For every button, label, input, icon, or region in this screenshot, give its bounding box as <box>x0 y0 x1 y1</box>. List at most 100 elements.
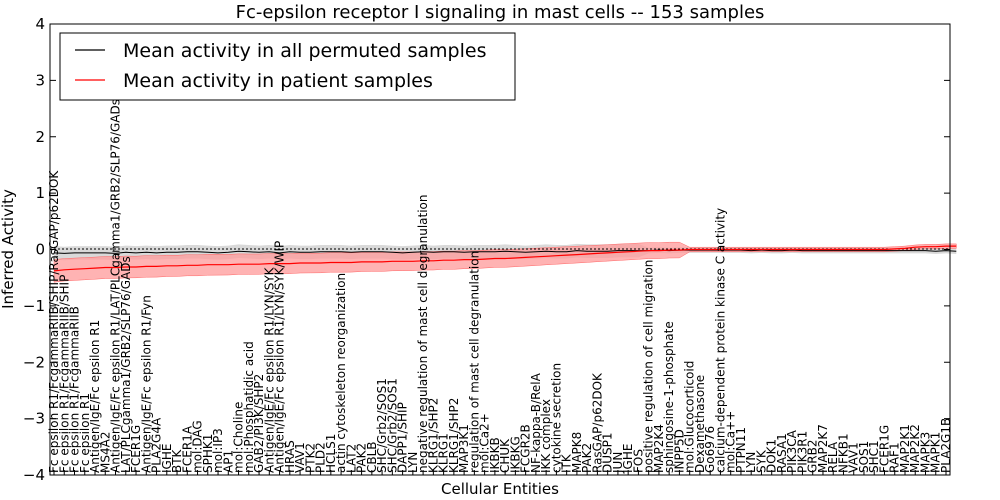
chart-title: Fc-epsilon receptor I signaling in mast … <box>236 2 765 23</box>
x-tick-label: cytokine secretion <box>549 363 563 473</box>
x-tick-label: HRAS <box>283 440 297 473</box>
x-tick-label: negative regulation of mast cell degranu… <box>416 194 430 473</box>
x-tick-label: AP1 <box>221 450 235 473</box>
y-tick-label: 4 <box>35 15 45 33</box>
line-patient <box>53 245 957 272</box>
x-tick-label: VAV1 <box>293 442 307 473</box>
x-tick-label: mol:Glucocorticoid <box>683 361 697 473</box>
x-tick-label: GAB2/PI3K/SHP2 <box>252 374 266 473</box>
y-tick-label: −3 <box>23 410 45 428</box>
x-tick-label: LYN <box>406 452 420 473</box>
x-tick-label: DOK1 <box>765 439 779 473</box>
x-tick-label: KLRG1/SHP2 <box>447 398 461 473</box>
x-tick-label: SOS1 <box>857 441 871 473</box>
x-tick-label: CBLB <box>365 441 379 473</box>
x-tick-label: Antigen/IgE/Fc epsilon R1/LAT/PLCgamma1/… <box>109 99 123 473</box>
x-tick-label: FCGR2B <box>519 424 533 473</box>
x-tick-label: SHC/Grb2/SOS1 <box>375 378 389 473</box>
x-tick-label: actin cytoskeleton reorganization <box>334 273 348 473</box>
x-tick-label: PLD2 <box>314 442 328 473</box>
x-tick-label: VAV1 <box>847 442 861 473</box>
y-tick-label: 1 <box>35 184 45 202</box>
x-tick-label: PIK3CA <box>785 429 799 473</box>
x-tick-label: GRB2 <box>806 439 820 473</box>
x-tick-label: PIK3R1 <box>796 431 810 473</box>
x-tick-label: KLRG1 <box>437 433 451 473</box>
legend-label-permuted: Mean activity in all permuted samples <box>123 40 486 62</box>
x-tick-label: DAPP1/SHIP <box>396 402 410 473</box>
x-tick-label: MAPK3 <box>919 432 933 473</box>
x-tick-label: RasGAP/p62DOK <box>590 372 604 473</box>
x-tick-label: PAK2 <box>580 443 594 473</box>
x-tick-label: MAP2K4 <box>652 424 666 473</box>
x-tick-label: IKBKG <box>508 436 522 473</box>
x-tick-label: MAP2K2 <box>908 424 922 473</box>
x-tick-label: PLA2G4A <box>150 417 164 473</box>
y-tick-label: 0 <box>35 241 45 259</box>
x-tick-label: IKK complex <box>539 399 553 473</box>
x-tick-label: Fc epsilon R1/FcgammaRIIB <box>68 306 82 473</box>
x-tick-label: IKBKB <box>488 437 502 473</box>
x-tick-label: FCER1G <box>878 425 892 473</box>
x-tick-label: IGHE <box>160 444 174 473</box>
plot-frame <box>49 23 951 476</box>
x-tick-label: PLA2G1B <box>939 418 953 473</box>
x-tick-label: sphingosine-1-phosphate <box>662 321 676 473</box>
x-tick-label: IGHE <box>621 444 635 473</box>
y-tick-label: −2 <box>23 353 45 371</box>
x-tick-label: SHC/Grb2/SOS1 <box>385 378 399 473</box>
x-tick-label: LAT2 <box>344 444 358 473</box>
x-tick-label: FCER1A <box>180 425 194 473</box>
x-tick-label: MAP2K7 <box>816 424 830 473</box>
legend: Mean activity in all permuted samples Me… <box>59 32 516 101</box>
x-tick-label: DUSP1 <box>601 432 615 473</box>
x-tick-label: PTK2 <box>303 443 317 473</box>
x-tick-label: KLRG1/SHP2 <box>426 398 440 473</box>
x-tick-label: mol:Ca++ <box>724 411 738 473</box>
x-tick-label: SHC1 <box>867 440 881 473</box>
x-tick-label: mol:Choline <box>232 402 246 473</box>
x-tick-label: ITK <box>560 453 574 473</box>
legend-label-patient: Mean activity in patient samples <box>123 70 433 92</box>
y-tick-label: −4 <box>23 466 45 484</box>
x-tick-label: SPHK1 <box>201 434 215 473</box>
x-tick-label: LYN <box>744 452 758 473</box>
x-tick-label: MAPK1 <box>929 432 943 473</box>
x-tick-label: MS4A2 <box>98 432 112 473</box>
x-tick-label: INPP5D <box>672 429 686 473</box>
x-tick-label: LAT/PLCgamma1/GRB2/SLP76/GADs <box>119 256 133 473</box>
line-permuted <box>53 249 957 254</box>
x-tick-label: mol:Phosphatidic acid <box>242 341 256 473</box>
x-tick-label: regulation of mast cell degranulation <box>467 251 481 473</box>
x-tick-label: calcium-dependent protein kinase C activ… <box>713 208 727 473</box>
x-tick-label: Antigen/IgE/Fc epsilon R1 <box>88 320 102 473</box>
x-tick-label: Antigen/IgE/Fc epsilon R1/LYN/SYK <box>262 266 276 473</box>
x-tick-label: BTK <box>170 448 184 473</box>
x-tick-label: FOS <box>631 449 645 473</box>
x-tick-label: JUN <box>611 452 625 474</box>
legend-box <box>59 32 516 101</box>
x-tick-label: NFKB1 <box>837 433 851 473</box>
x-tick-label: Fc epsilon R1 <box>78 393 92 473</box>
y-tick-label: 2 <box>35 128 45 146</box>
x-tick-label: RAF1 <box>888 442 902 473</box>
x-tick-label: mol:DAG <box>191 420 205 473</box>
x-tick-label: MAPK8 <box>570 432 584 473</box>
x-tick-label: positive regulation of cell migration <box>642 260 656 473</box>
x-tick-label: MAP2K1 <box>898 424 912 473</box>
x-tick-label: RASA1 <box>775 433 789 473</box>
x-tick-label: CHUK <box>498 438 512 473</box>
x-tick-label: mol:IP3 <box>211 428 225 473</box>
y-axis-label: Inferred Activity <box>0 189 17 309</box>
x-tick-label: PTPN11 <box>734 427 748 473</box>
x-tick-label: mol:Ca2+ <box>478 413 492 473</box>
x-tick-label: Fc epsilon R1/FcgammaRIIB/SHIP <box>57 275 71 473</box>
x-tick-label: Antigen/IgE/Fc epsilon R1/LYN/SYK/WIP <box>273 241 287 473</box>
x-tick-label: Antigen/IgE/Fc epsilon R1/Fyn <box>139 295 153 473</box>
x-tick-label: HCLS1 <box>324 434 338 473</box>
x-tick-label: PAK2 <box>355 443 369 473</box>
x-tick-label: SYK <box>754 449 768 473</box>
x-tick-label: MAP3K1 <box>457 424 471 473</box>
y-tick-label: 3 <box>35 71 45 89</box>
x-tick-label: Dexamethasone <box>693 375 707 473</box>
